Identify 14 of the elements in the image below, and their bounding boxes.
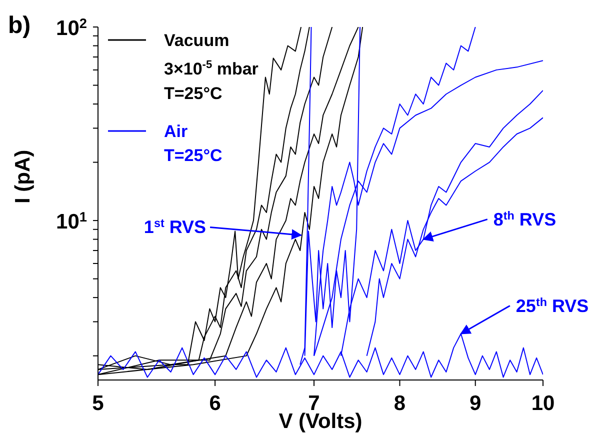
x-tick-label: 9 [470, 392, 482, 415]
legend-label: Air T=25°C [164, 122, 222, 165]
y-tick-label: 10$^{2}$ [56, 16, 88, 40]
legend-label: Vacuum 3×10$^{-5}$ mbar T=25°C [164, 31, 258, 103]
x-tick-label: 10 [531, 392, 555, 415]
x-tick-label: 8 [394, 392, 406, 415]
y-tick-label: 10$^{1}$ [56, 209, 88, 234]
x-tick-label: 6 [209, 392, 221, 415]
annotation: 25$^{th}$ RVS [516, 295, 589, 316]
annotation: 1$^{st}$ RVS [144, 216, 206, 238]
annotation: 8$^{th}$ RVS [493, 208, 556, 230]
y-axis-title: I (pA) [11, 150, 34, 204]
x-tick-label: 5 [92, 392, 104, 415]
chart-title: b) [8, 12, 31, 39]
